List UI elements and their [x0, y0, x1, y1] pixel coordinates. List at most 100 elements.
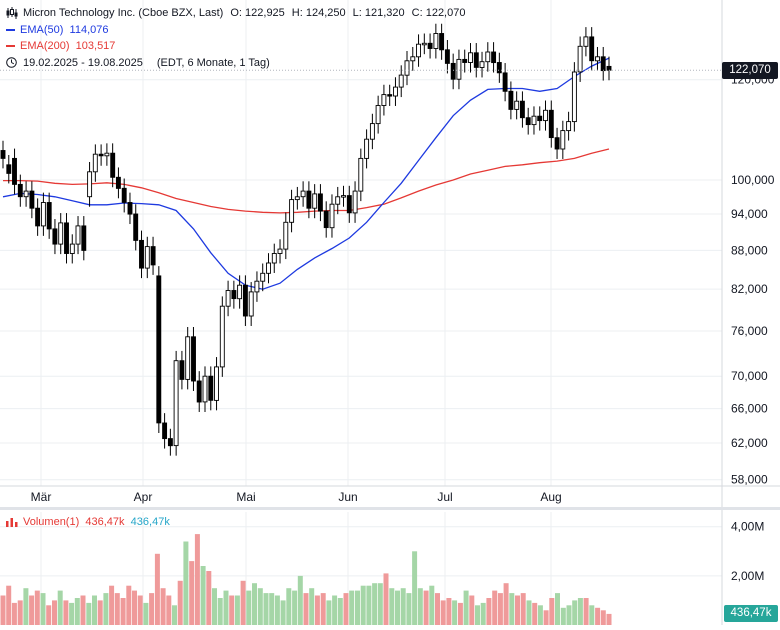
candle — [87, 161, 93, 207]
high-label: H: — [291, 7, 303, 19]
volume-bar — [183, 541, 189, 625]
volume-bar — [114, 593, 120, 625]
candle — [548, 100, 554, 148]
candle-body — [375, 105, 381, 125]
candle-body — [583, 36, 589, 47]
volume-bar — [395, 590, 400, 625]
candle — [121, 178, 127, 213]
candle-body — [571, 71, 577, 123]
volume-bar — [377, 583, 383, 625]
candle — [387, 84, 393, 106]
candle-body — [17, 183, 23, 198]
candle-body — [35, 207, 41, 227]
candle-body — [387, 94, 393, 97]
volume-bar — [583, 598, 589, 625]
price-axis: 120,000100,00094,00088,00082,00076,00070… — [731, 73, 775, 583]
candle — [439, 23, 445, 60]
candle-body — [110, 152, 116, 178]
volume-bar — [109, 585, 115, 625]
volume-label: Volumen(1) — [23, 516, 80, 528]
close-label: C: — [411, 7, 423, 19]
candle — [589, 27, 595, 71]
candle-body — [271, 253, 277, 264]
volume-bar — [480, 602, 486, 625]
volume-value-blue: 436,47k — [130, 516, 170, 528]
volume-bar — [29, 595, 35, 625]
candle — [456, 49, 462, 90]
volume-bar — [463, 590, 469, 625]
volume-bar — [366, 585, 372, 625]
candle — [560, 120, 566, 159]
volume-bar — [166, 595, 172, 625]
candle — [242, 275, 248, 326]
candle-body — [98, 153, 104, 157]
candle — [98, 144, 104, 166]
candle — [110, 143, 116, 188]
candle-body — [589, 36, 595, 62]
volume-value-red: 436,47k — [85, 516, 125, 528]
volume-bar — [120, 598, 126, 625]
candle — [260, 263, 266, 292]
candle — [0, 140, 6, 169]
candle-body — [58, 222, 64, 245]
volume-bar — [297, 575, 303, 625]
candle — [416, 34, 421, 67]
volume-bar — [63, 600, 69, 625]
candle-body — [346, 195, 352, 214]
volume-bar — [240, 580, 246, 625]
volume-bar — [509, 593, 515, 625]
volume-bar — [154, 553, 160, 625]
volume-bar — [206, 571, 212, 625]
volume-bar — [355, 590, 360, 625]
low-value: 121,320 — [364, 7, 405, 19]
candle — [514, 91, 520, 120]
candle — [519, 91, 525, 128]
volume-tick-label: 4,00M — [731, 520, 764, 534]
volume-bar — [52, 600, 57, 625]
volume-bar — [492, 590, 498, 625]
candle-body — [12, 157, 17, 185]
volume-bar — [526, 600, 532, 625]
candle-body — [358, 157, 364, 192]
candle — [508, 81, 514, 120]
candle-body — [404, 60, 410, 76]
candle-body — [514, 100, 520, 110]
volume-bar — [423, 590, 429, 625]
candle-body — [150, 246, 156, 266]
price-tick-label: 66,000 — [731, 402, 768, 416]
candle-body — [502, 72, 508, 92]
volume-bar — [6, 585, 12, 625]
candle — [496, 52, 502, 83]
candle-body — [179, 360, 185, 380]
candle — [23, 181, 29, 207]
volume-bar — [383, 573, 389, 625]
legend-row-ema50[interactable]: EMA(50) 114,076 — [6, 22, 465, 39]
candle — [156, 266, 162, 433]
candle — [317, 184, 323, 222]
candle — [375, 95, 381, 134]
candle-body — [369, 123, 375, 140]
volume-bars — [0, 534, 612, 625]
candle-body — [46, 202, 52, 230]
volume-bar — [234, 595, 240, 625]
candle-body — [260, 272, 266, 282]
candle-body — [323, 210, 329, 229]
candle — [162, 413, 168, 449]
candle-body — [75, 225, 81, 245]
candle — [537, 106, 543, 131]
candle-body — [548, 109, 554, 139]
candle-body — [519, 100, 525, 119]
open-value: 122,925 — [245, 7, 285, 19]
volume-bar — [223, 590, 229, 625]
volume-legend[interactable]: Volumen(1) 436,47k 436,47k — [6, 516, 170, 528]
candle — [173, 350, 179, 456]
candle-body — [416, 43, 421, 58]
candle-body — [410, 56, 416, 62]
candle — [398, 65, 404, 98]
price-tick-label: 58,000 — [731, 473, 768, 487]
legend-row-ema200[interactable]: EMA(200) 103,517 — [6, 38, 465, 55]
candle — [421, 33, 427, 55]
candle — [81, 216, 87, 261]
